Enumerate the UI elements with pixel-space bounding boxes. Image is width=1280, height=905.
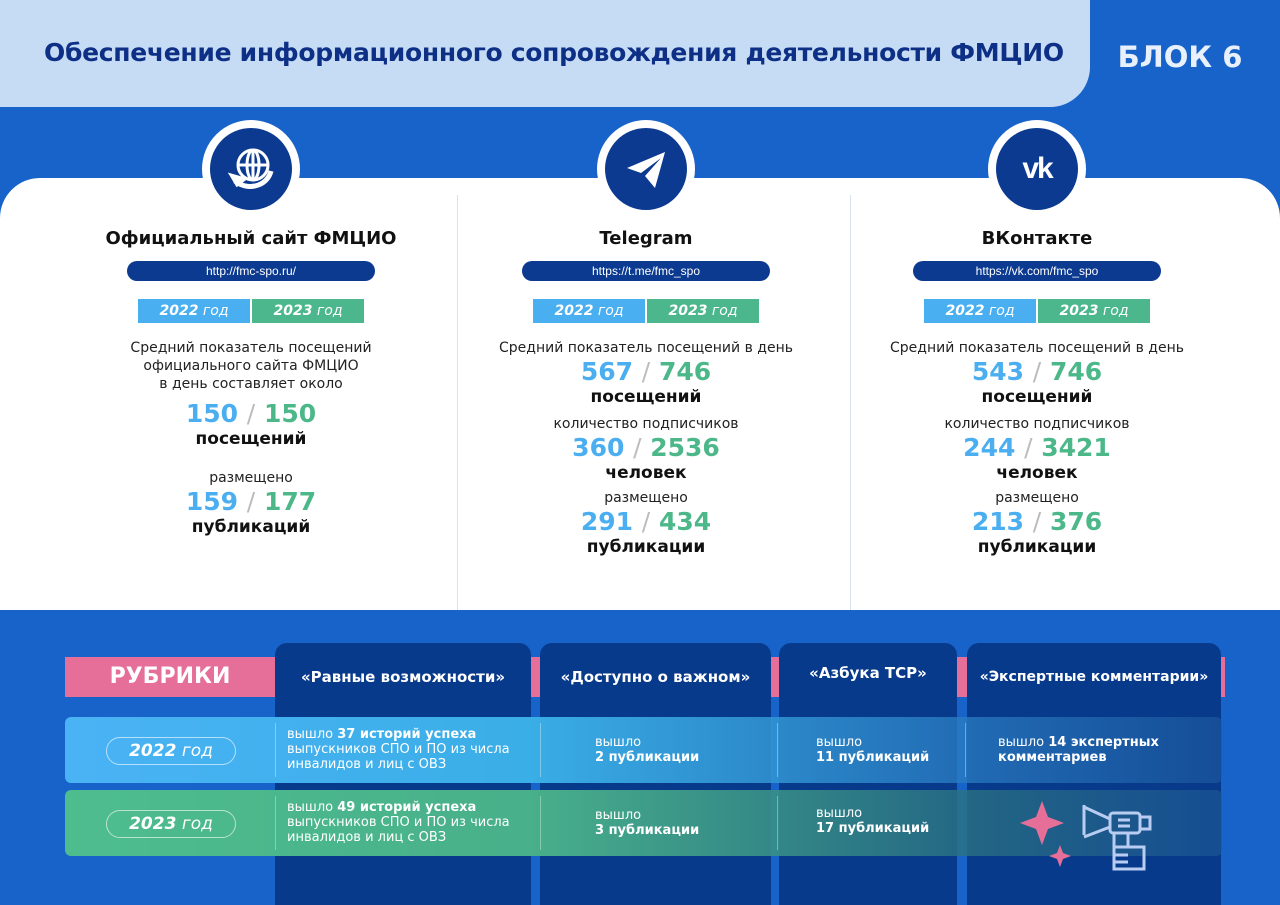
pubs-values: 159 / 177	[185, 487, 317, 516]
vk-icon: vk	[996, 128, 1078, 210]
visits-values: 150 / 150	[185, 399, 317, 428]
visits-unit: посещений	[195, 429, 307, 449]
visits-values: 567 / 746	[580, 357, 712, 386]
cell: вышло 2 публикации	[595, 735, 700, 765]
cell: вышло 11 публикаций	[816, 735, 930, 765]
rubric-title: «Экспертные комментарии»	[979, 669, 1209, 685]
visits-values: 543 / 746	[971, 357, 1103, 386]
subs-unit: человек	[996, 463, 1078, 483]
visits-unit: посещений	[590, 387, 702, 407]
rubric-title: «Доступно о важном»	[560, 668, 751, 686]
subs-label: количество подписчиков	[944, 416, 1130, 432]
year-legend: 2022 год 2023 год	[60, 299, 442, 323]
megaphone-icon	[1020, 801, 1152, 871]
divider	[850, 195, 851, 610]
description: Средний показатель посещений в день	[499, 340, 793, 356]
url-link[interactable]: https://vk.com/fmc_spo	[913, 261, 1161, 281]
globe-icon	[210, 128, 292, 210]
card-title: ВКонтакте	[981, 228, 1093, 249]
cell: вышло 17 публикаций	[816, 806, 930, 836]
subs-values: 360 / 2536	[572, 433, 720, 462]
subs-values: 244 / 3421	[963, 433, 1111, 462]
pubs-unit: публикаций	[191, 517, 311, 537]
cell: вышло 37 историй успеха выпускников СПО …	[287, 727, 510, 772]
description: Средний показатель посещений официального…	[130, 340, 372, 392]
page-title: Обеспечение информационного сопровождени…	[44, 38, 1064, 67]
subs-label: количество подписчиков	[553, 416, 739, 432]
year-pill: 2022 год	[106, 737, 236, 765]
url-link[interactable]: http://fmc-spo.ru/	[127, 261, 375, 281]
url-link[interactable]: https://t.me/fmc_spo	[522, 261, 770, 281]
header-banner	[0, 0, 1090, 107]
card-vk: vk ВКонтакте https://vk.com/fmc_spo 2022…	[846, 120, 1228, 557]
year-legend: 2022 год 2023 год	[846, 299, 1228, 323]
visits-unit: посещений	[981, 387, 1093, 407]
pubs-label: размещено	[995, 490, 1079, 506]
cell: вышло 49 историй успеха выпускников СПО …	[287, 800, 510, 845]
year-legend: 2022 год 2023 год	[455, 299, 837, 323]
card-telegram: Telegram https://t.me/fmc_spo 2022 год 20…	[455, 120, 837, 557]
telegram-icon	[605, 128, 687, 210]
channels-panel	[0, 178, 1280, 610]
pubs-unit: публикации	[977, 537, 1097, 557]
divider	[457, 195, 458, 610]
cell: вышло 3 публикации	[595, 808, 700, 838]
pubs-values: 291 / 434	[580, 507, 712, 536]
card-website: Официальный сайт ФМЦИО http://fmc-spo.ru…	[60, 120, 442, 537]
rubrics-label: РУБРИКИ	[65, 657, 275, 697]
rubric-title: «Равные возможности»	[300, 668, 506, 686]
block-label: БЛОК 6	[1117, 40, 1243, 74]
card-title: Telegram	[599, 228, 693, 249]
pubs-unit: публикации	[586, 537, 706, 557]
description: Средний показатель посещений в день	[890, 340, 1184, 356]
pubs-values: 213 / 376	[971, 507, 1103, 536]
pubs-label: размещено	[604, 490, 688, 506]
pubs-label: размещено	[209, 470, 293, 486]
row-2022: 2022 год вышло 37 историй успеха выпускн…	[65, 717, 1222, 783]
card-title: Официальный сайт ФМЦИО	[105, 228, 397, 249]
rubric-title: «Азбука ТСР»	[809, 664, 927, 682]
year-pill: 2023 год	[106, 810, 236, 838]
subs-unit: человек	[605, 463, 687, 483]
cell: вышло 14 экспертных комментариев	[998, 735, 1159, 765]
